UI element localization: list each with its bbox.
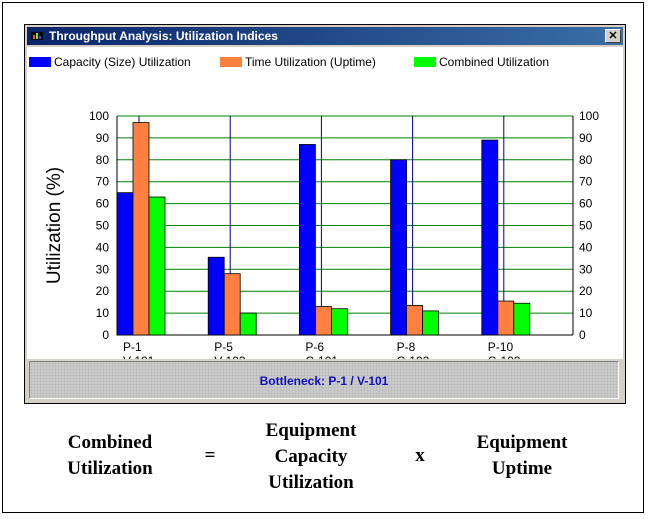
y-tick-label-left: 20: [96, 284, 110, 298]
y-tick-label-right: 60: [579, 197, 593, 211]
bar: [330, 308, 348, 336]
bar: [207, 256, 225, 336]
bar: [298, 144, 316, 336]
formula-lhs-line2: Utilization: [67, 458, 153, 479]
bar: [239, 312, 257, 336]
legend-item-capacity: Capacity (Size) Utilization: [29, 55, 191, 69]
y-tick-label-right: 50: [579, 219, 593, 233]
legend-swatch-uptime: [220, 57, 242, 67]
window-title: Throughput Analysis: Utilization Indices: [49, 29, 278, 43]
x-tick-label: P-1: [123, 340, 142, 354]
y-tick-label-right: 20: [579, 284, 593, 298]
page-frame: [2, 2, 644, 513]
bar: [132, 122, 150, 336]
y-axis-label: Utilization (%): [44, 167, 65, 284]
y-tick-label-left: 30: [96, 262, 110, 276]
y-tick-label-right: 100: [579, 109, 599, 123]
y-tick-label-left: 60: [96, 197, 110, 211]
formula-times: x: [415, 445, 425, 466]
formula-term2: Equipment Uptime: [450, 430, 594, 482]
bottleneck-panel: Bottleneck: P-1 / V-101: [29, 361, 619, 399]
legend-label-uptime: Time Utilization (Uptime): [245, 55, 376, 69]
legend-label-capacity: Capacity (Size) Utilization: [54, 55, 191, 69]
legend-swatch-combined: [414, 57, 436, 67]
x-tick-label: P-6: [305, 340, 324, 354]
y-tick-label-right: 10: [579, 306, 593, 320]
y-tick-label-right: 30: [579, 262, 593, 276]
x-tick-label: P-8: [397, 340, 416, 354]
bar: [422, 310, 440, 336]
legend-swatch-capacity: [29, 57, 51, 67]
utilization-bar-chart: 0 0 10 10 20 20 30 30 40 40 50 50 60 60 70 70 80 80 90 90 10…: [44, 109, 599, 359]
formula-lhs-line1: Combined: [67, 432, 153, 453]
y-tick-label-left: 40: [96, 240, 110, 254]
bar: [497, 300, 515, 336]
formula-term2-line1: Equipment: [476, 432, 568, 453]
y-tick-label-right: 80: [579, 153, 593, 167]
y-tick-label-right: 70: [579, 175, 593, 189]
y-tick-label-left: 100: [89, 109, 109, 123]
bar: [314, 306, 332, 336]
x-tick-label: P-5: [214, 340, 233, 354]
app-icon: [31, 32, 43, 40]
x-tick-label: V-101: [123, 354, 155, 359]
bar: [116, 192, 134, 336]
close-icon: ✕: [608, 30, 618, 42]
legend-item-uptime: Time Utilization (Uptime): [220, 55, 376, 69]
formula-term1-line1: Equipment: [265, 420, 357, 441]
x-tick-label: P-10: [488, 340, 514, 354]
chart-area: Capacity (Size) Utilization Time Utiliza…: [27, 47, 623, 359]
y-tick-label-left: 90: [96, 131, 110, 145]
x-tick-label: V-103: [214, 354, 246, 359]
bar: [481, 139, 499, 336]
formula-equals: =: [204, 445, 216, 466]
bar: [223, 273, 241, 336]
y-tick-label-right: 90: [579, 131, 593, 145]
y-tick-label-left: 70: [96, 175, 110, 189]
legend-item-combined: Combined Utilization: [414, 55, 549, 69]
bar: [513, 302, 531, 336]
close-button[interactable]: ✕: [605, 29, 621, 43]
y-tick-label-left: 50: [96, 219, 110, 233]
legend-label-combined: Combined Utilization: [439, 55, 550, 69]
formula-term2-line2: Uptime: [491, 458, 553, 479]
y-tick-label-left: 80: [96, 153, 110, 167]
bar: [406, 305, 424, 336]
x-tick-label: C-102: [397, 354, 430, 359]
bar: [390, 159, 408, 336]
y-tick-label-left: 10: [96, 306, 110, 320]
formula-term1-line3: Utilization: [268, 472, 354, 493]
bottleneck-text: Bottleneck: P-1 / V-101: [259, 374, 389, 388]
utilization-window: Throughput Analysis: Utilization Indices…: [24, 24, 626, 404]
title-bar[interactable]: Throughput Analysis: Utilization Indices…: [27, 27, 623, 45]
y-tick-label-right: 0: [579, 328, 586, 342]
y-tick-label-left: 0: [102, 328, 109, 342]
formula-term1: Equipment Capacity Utilization: [238, 418, 384, 496]
formula-term1-line2: Capacity: [274, 446, 348, 467]
x-tick-label: C-103: [488, 354, 521, 359]
y-tick-label-right: 40: [579, 240, 593, 254]
formula-lhs: Combined Utilization: [40, 430, 180, 482]
bar: [148, 196, 166, 336]
x-tick-label: C-101: [305, 354, 338, 359]
